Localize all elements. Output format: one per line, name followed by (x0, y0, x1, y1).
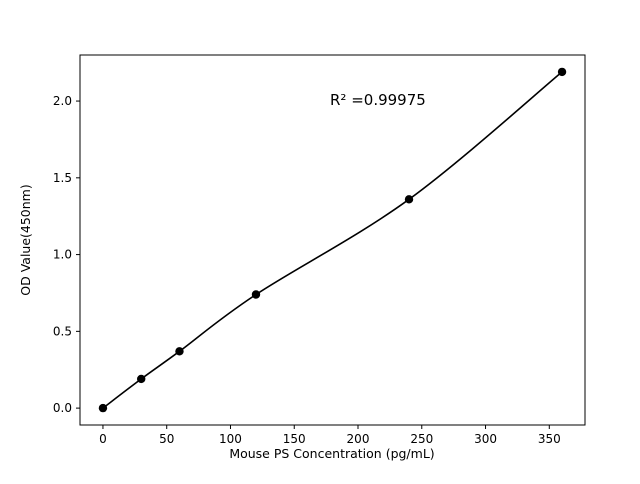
data-point (404, 195, 414, 204)
x-tick-label: 250 (410, 432, 433, 446)
data-point (251, 290, 261, 299)
x-tick-label: 350 (538, 432, 561, 446)
x-tick-label: 50 (159, 432, 174, 446)
y-tick-label: 0.5 (53, 324, 72, 338)
x-tick-label: 200 (347, 432, 370, 446)
data-point (98, 403, 108, 413)
x-tick-label: 100 (219, 432, 242, 446)
plot-area: 0 50 100 150 200 250 300 350 0.0 0.5 1.0 1.5 2.0 (53, 54, 586, 446)
data-point (557, 67, 567, 77)
r-squared-annotation: R² =0.99975 (330, 91, 426, 109)
y-tick-label: 1.5 (53, 171, 72, 185)
x-tick-label: 150 (283, 432, 306, 446)
y-tick-label: 2.0 (53, 94, 72, 108)
plot-frame (79, 54, 586, 426)
x-tick-label: 300 (474, 432, 497, 446)
y-tick-label: 1.0 (53, 248, 72, 262)
x-tick-label: 0 (99, 432, 107, 446)
x-axis-label: Mouse PS Concentration (pg/mL) (229, 446, 434, 461)
data-point (137, 374, 146, 384)
y-tick-label: 0.0 (53, 401, 72, 415)
y-axis-label: OD Value(450nm) (18, 184, 33, 295)
data-point (175, 347, 184, 356)
fit-line (102, 71, 563, 409)
